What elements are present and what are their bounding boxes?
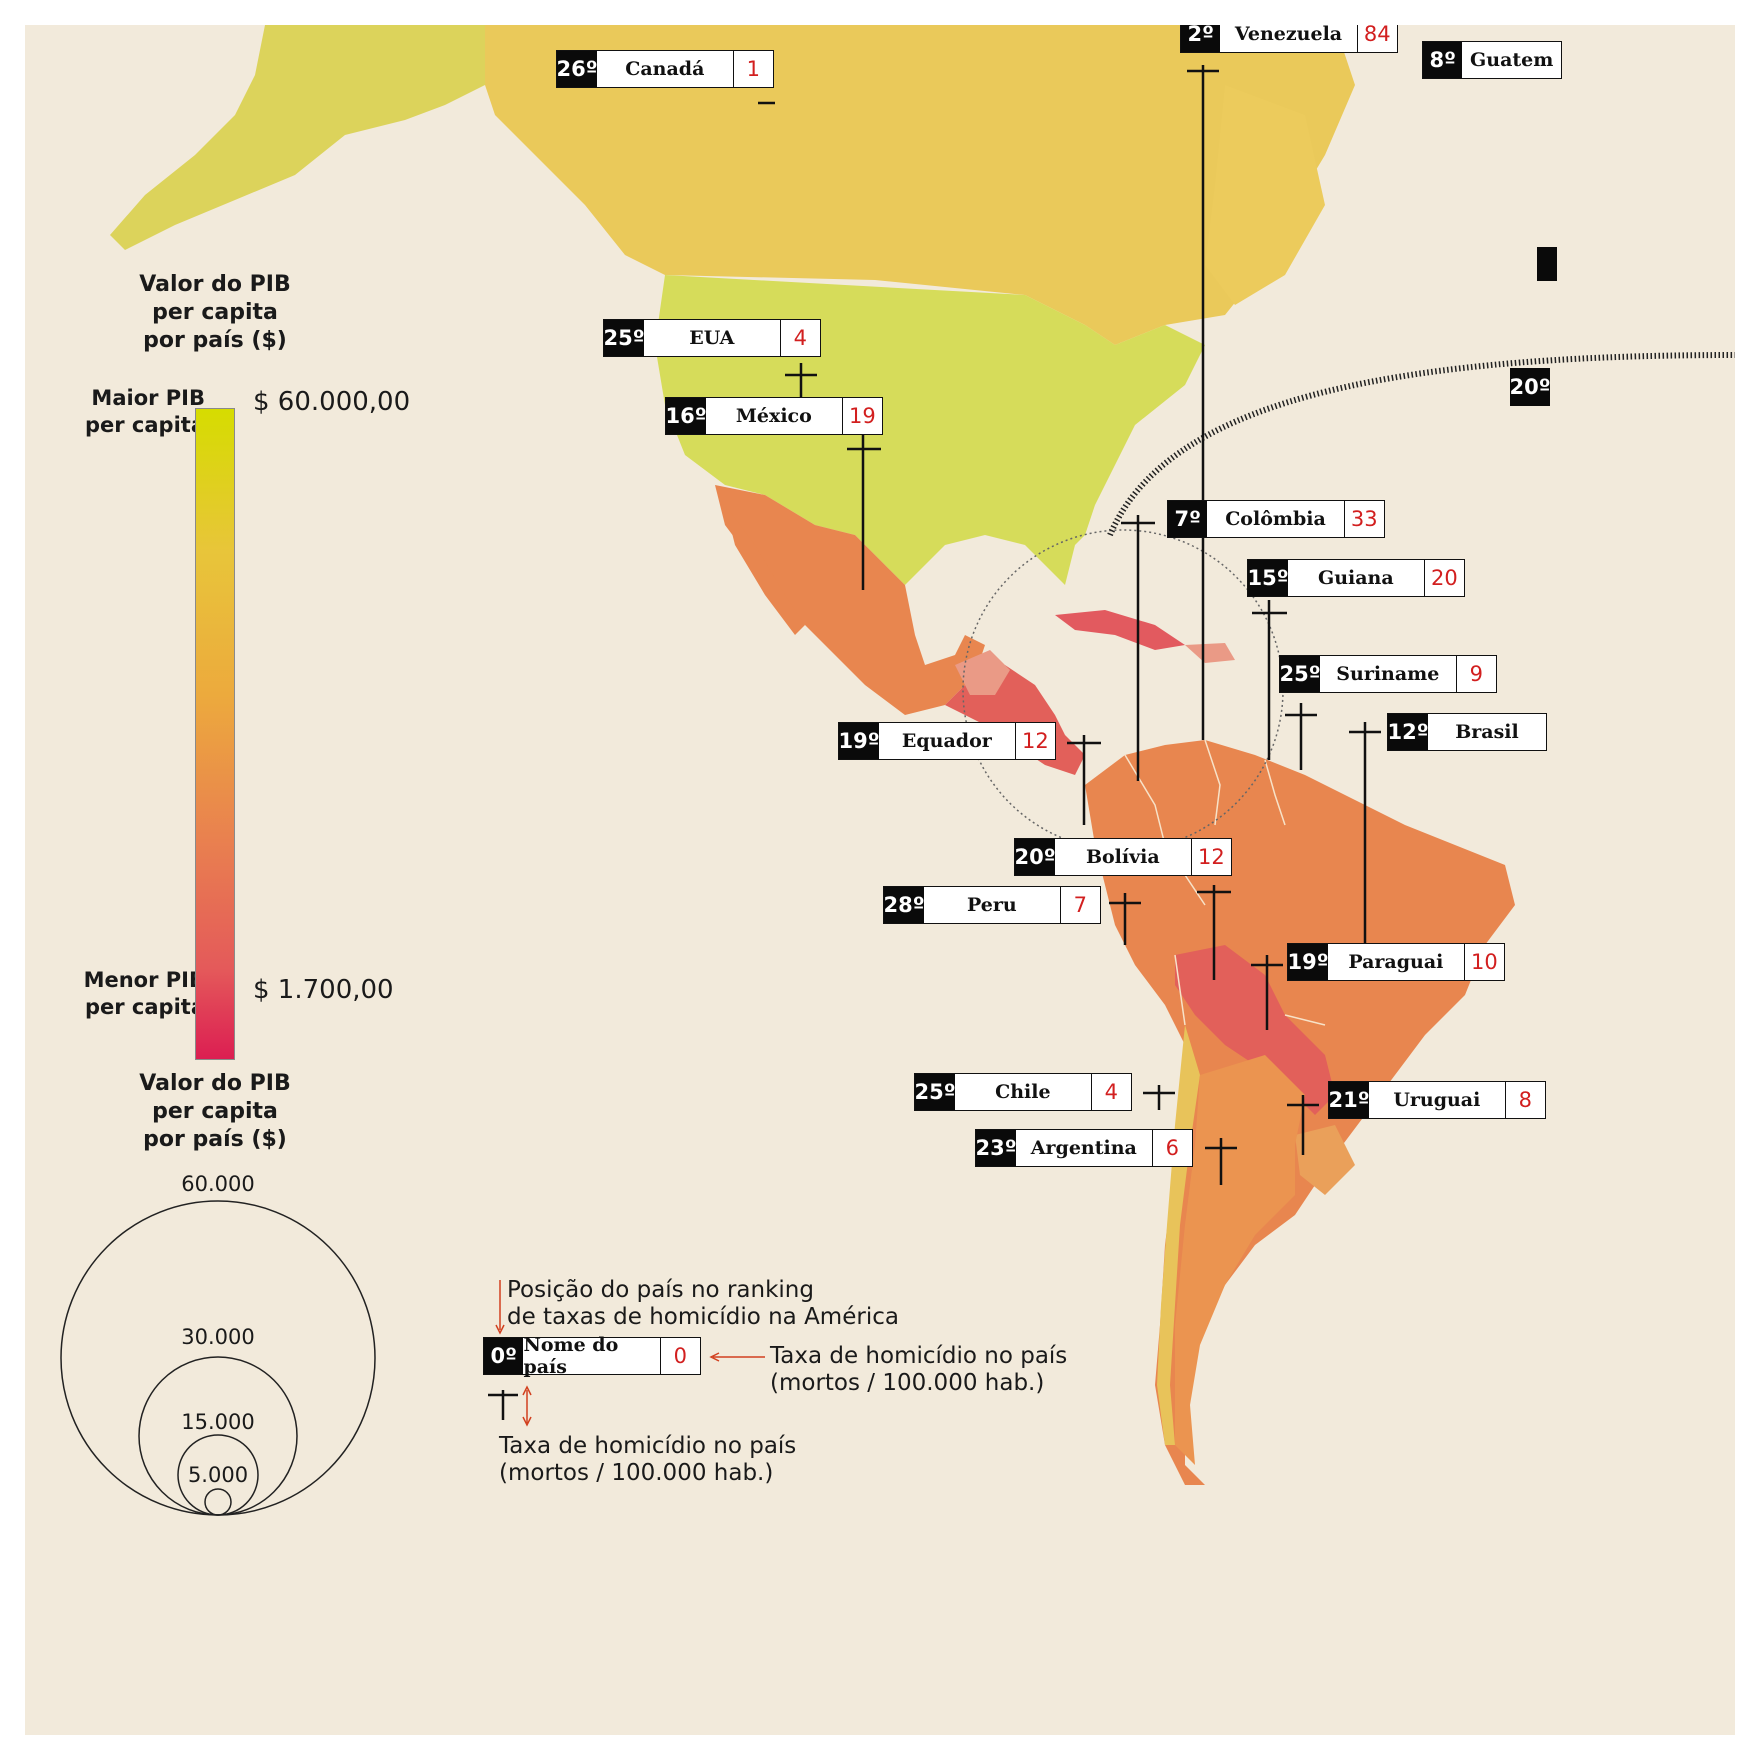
country-tag-uruguai: 21º Uruguai 8 [1328, 1081, 1546, 1119]
ranking-note: Posição do país no ranking de taxas de h… [507, 1277, 899, 1330]
guatemala-shape [955, 650, 1010, 695]
country-tag-peru: 28º Peru 7 [883, 886, 1101, 924]
circle-label-60000: 60.000 [181, 1172, 255, 1196]
cross-note: Taxa de homicídio no país (mortos / 100.… [499, 1433, 797, 1486]
country-tag-brasil: 12º Brasil [1387, 713, 1547, 751]
country-tag-eua: 25º EUA 4 [603, 319, 821, 357]
country-tag-offscreen: 20º [1509, 368, 1551, 406]
alaska-shape [110, 25, 485, 250]
country-tag-mexico: 16º México 19 [665, 397, 883, 435]
bolivia-paraguay-shape [1175, 945, 1335, 1115]
gdp-size-circles [60, 1200, 376, 1516]
hispaniola-shape [1185, 643, 1235, 663]
max-gdp-label: Maior PIB per capita [84, 386, 205, 437]
country-tag-paraguai: 19º Paraguai 10 [1287, 943, 1505, 981]
min-gdp-value: $ 1.700,00 [253, 975, 394, 1005]
cuba-shape [1055, 610, 1185, 650]
max-gdp-value: $ 60.000,00 [253, 387, 411, 417]
americas-map [60, 25, 1735, 1516]
country-tag-argentina: 23º Argentina 6 [975, 1129, 1193, 1167]
min-gdp-label: Menor PIB per capita [83, 968, 205, 1019]
baja-shape [725, 505, 805, 635]
argentina-shape [1175, 1055, 1305, 1465]
key-arrows [495, 1280, 765, 1427]
map-frame: Valor do PIB per capita por país ($) Mai… [25, 25, 1735, 1735]
rate-note: Taxa de homicídio no país (mortos / 100.… [770, 1343, 1068, 1396]
zoom-arc [1107, 352, 1735, 537]
canada-shape [485, 25, 1355, 345]
country-tag-bolivia: 20º Bolívia 12 [1014, 838, 1232, 876]
circle-label-5000: 5.000 [187, 1463, 249, 1487]
circle-label-30000: 30.000 [181, 1325, 255, 1349]
key-example-tag: 0º Nome do país 0 [483, 1334, 701, 1378]
country-tag-guatemala: 8º Guatem [1422, 41, 1562, 79]
country-tag-canada: 26º Canadá 1 [556, 50, 774, 88]
key-rate: 0 [673, 1344, 687, 1368]
gdp-gradient-bar [195, 408, 235, 1060]
key-name: Nome do país [523, 1334, 661, 1378]
country-tag-venezuela: 2º Venezuela 84 [1180, 25, 1398, 53]
country-tag-colombia: 7º Colômbia 33 [1167, 500, 1385, 538]
gradient-legend-title: Valor do PIB per capita por país ($) [139, 272, 291, 353]
uruguay-shape [1295, 1125, 1355, 1195]
mexico-shape [715, 485, 985, 715]
circle-legend-title: Valor do PIB per capita por país ($) [139, 1071, 291, 1152]
country-tag-chile: 25º Chile 4 [914, 1073, 1132, 1111]
country-tag-equador: 19º Equador 12 [838, 722, 1056, 760]
country-tag-guiana: 15º Guiana 20 [1247, 559, 1465, 597]
circle-label-15000: 15.000 [181, 1410, 255, 1434]
canada-east-shape [1205, 85, 1325, 305]
country-tag-suriname: 25º Suriname 9 [1279, 655, 1497, 693]
homicide-crosses [488, 65, 1381, 1420]
offscreen-marker [1537, 247, 1557, 281]
key-rank: 0º [484, 1338, 524, 1374]
